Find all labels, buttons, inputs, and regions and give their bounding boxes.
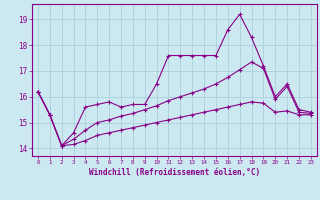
- X-axis label: Windchill (Refroidissement éolien,°C): Windchill (Refroidissement éolien,°C): [89, 168, 260, 177]
